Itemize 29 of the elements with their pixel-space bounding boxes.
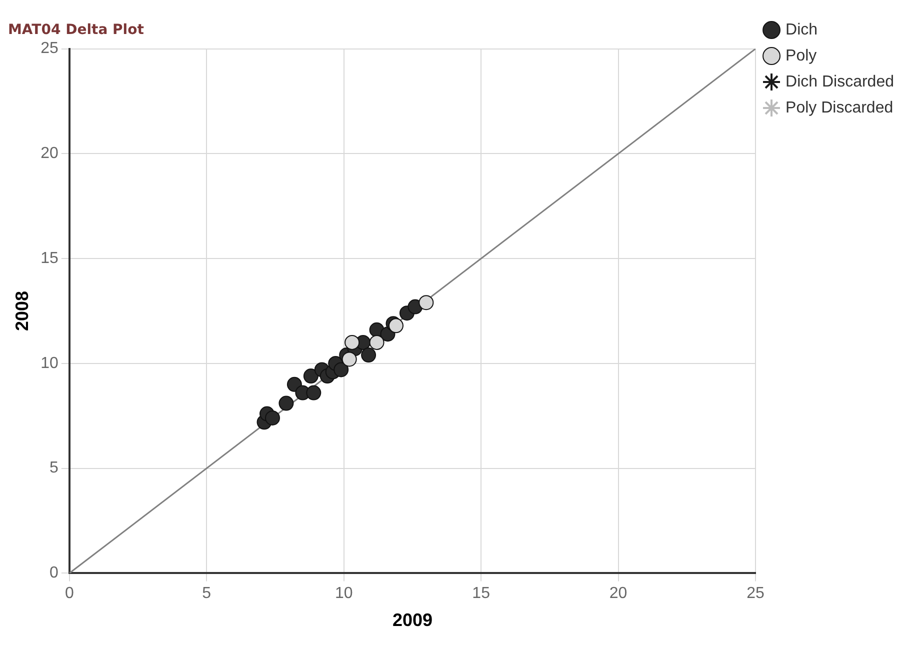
x-tick-label: 5	[202, 585, 212, 602]
legend-label: Poly	[786, 47, 817, 64]
y-tick-label: 15	[40, 250, 58, 267]
y-tick-label: 10	[40, 354, 58, 372]
point	[369, 334, 384, 350]
point	[344, 334, 360, 350]
y-axis-title: 2008	[12, 290, 32, 332]
chart-title: MAT04 Delta Plot	[8, 22, 144, 38]
x-tick-label: 25	[746, 585, 765, 602]
x-axis-title: 2009	[392, 610, 432, 630]
point	[278, 396, 294, 411]
y-tick-label: 20	[40, 145, 58, 162]
point	[342, 352, 357, 367]
y-tick-label: 25	[40, 40, 58, 58]
point	[264, 410, 280, 426]
point	[418, 295, 434, 310]
legend-label: Dich	[786, 21, 818, 38]
x-tick-label: 20	[609, 585, 628, 602]
x-tick-label: 0	[64, 585, 74, 602]
point	[361, 348, 376, 363]
point	[303, 368, 318, 384]
x-tick-label: 10	[334, 585, 353, 602]
y-tick-label: 5	[49, 460, 58, 477]
point	[334, 362, 349, 378]
x-tick-label: 15	[472, 585, 490, 602]
y-tick-label: 0	[49, 564, 58, 582]
legend-label: Dich Discarded	[786, 73, 894, 90]
legend-label: Poly Discarded	[786, 99, 894, 116]
point	[306, 385, 322, 400]
